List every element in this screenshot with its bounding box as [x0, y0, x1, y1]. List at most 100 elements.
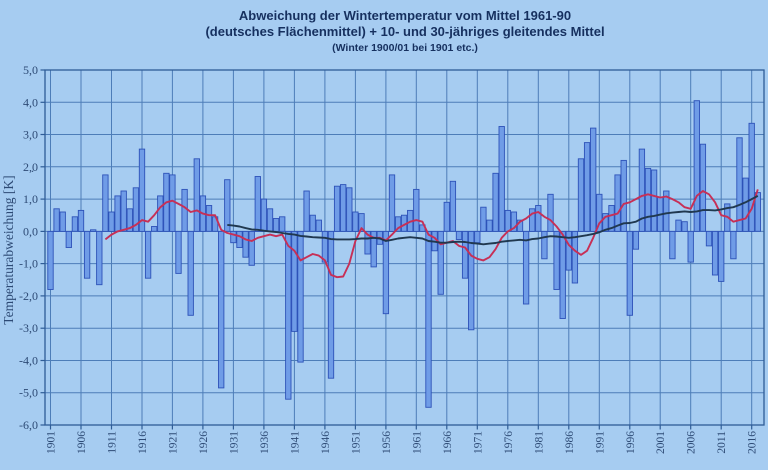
temperature-bar: [705, 230, 713, 247]
temperature-bar: [47, 230, 54, 290]
temperature-bar: [498, 126, 505, 232]
x-tick-label: 1951: [350, 431, 362, 454]
temperature-bar: [169, 174, 176, 232]
temperature-bar: [260, 198, 268, 232]
temperature-bar: [455, 230, 463, 240]
temperature-bar: [327, 230, 335, 379]
temperature-bar: [547, 193, 554, 232]
plot-area: 5,0 4,0 3,0 2,0 1,0 0,0 -1,0 -2,0 -3,0 -4,0 -5,0 -6…: [19, 63, 765, 454]
x-tick-label: 1986: [564, 431, 576, 454]
x-tick-label: 2011: [716, 431, 728, 454]
temperature-bar: [571, 230, 579, 284]
temperature-bar: [663, 190, 670, 232]
x-tick-label: 1976: [503, 431, 515, 454]
temperature-bar: [754, 192, 761, 232]
temperature-bar: [449, 180, 457, 232]
temperature-bar: [492, 172, 499, 232]
temperature-bar: [650, 169, 658, 232]
temperature-bar: [175, 230, 182, 274]
temperature-bar: [157, 195, 164, 232]
temperature-bar: [224, 179, 231, 232]
x-tick-label: 1946: [320, 431, 332, 454]
temperature-bar: [614, 174, 621, 232]
x-tick-label: 1941: [289, 431, 301, 454]
temperature-bar: [699, 143, 707, 232]
temperature-bar: [504, 209, 511, 232]
x-tick-label: 2006: [686, 431, 698, 454]
temperature-bar: [77, 209, 85, 232]
temperature-bar: [468, 230, 475, 331]
temperature-bar: [602, 213, 609, 232]
temperature-bar: [529, 208, 536, 232]
y-axis-stray-dot: .: [31, 161, 34, 175]
temperature-bar: [425, 230, 432, 408]
temperature-bar: [644, 167, 652, 232]
temperature-bar: [535, 205, 542, 232]
x-tick-label: 1916: [137, 431, 149, 454]
y-tick-label: 3,0: [23, 128, 38, 142]
y-tick-label: -1,0: [19, 257, 38, 271]
chart-title-line3: (Winter 1900/01 bei 1901 etc.): [332, 42, 478, 54]
temperature-bar: [138, 148, 146, 232]
temperature-bar: [242, 230, 249, 258]
y-tick-label: 2,0: [23, 160, 38, 174]
temperature-bar: [114, 195, 121, 232]
x-tick-label: 1956: [381, 431, 393, 454]
temperature-bar: [559, 230, 566, 319]
temperature-bar: [590, 127, 597, 232]
temperature-bar: [102, 174, 109, 232]
temperature-bar: [358, 213, 365, 232]
x-tick-label: 1991: [594, 431, 606, 454]
x-tick-label: 2001: [655, 431, 667, 454]
temperature-bar: [486, 219, 493, 232]
x-tick-label: 1936: [259, 431, 271, 454]
temperature-bar: [687, 230, 694, 263]
temperature-bar: [90, 229, 97, 232]
temperature-bar: [151, 226, 158, 232]
temperature-bar: [315, 219, 322, 232]
temperature-bar: [693, 100, 700, 232]
temperature-bar: [632, 230, 640, 250]
temperature-bar: [65, 230, 72, 248]
y-tick-label: 5,0: [23, 63, 38, 77]
temperature-bar: [388, 174, 396, 232]
x-tick-label: 1901: [46, 431, 58, 454]
temperature-bar: [620, 159, 627, 232]
temperature-bar: [748, 122, 755, 232]
temperature-bar: [193, 158, 200, 232]
temperature-bar: [461, 230, 469, 279]
temperature-bar: [638, 148, 646, 232]
temperature-bar: [681, 221, 688, 232]
temperature-bar: [736, 137, 743, 232]
x-tick-label: 1921: [167, 431, 179, 454]
temperature-bar: [297, 230, 304, 363]
x-tick-label: 1961: [411, 431, 423, 454]
y-axis-title: Temperaturabweichung [K]: [1, 175, 16, 324]
y-tick-label: -5,0: [19, 386, 38, 400]
temperature-bar: [291, 230, 298, 332]
temperature-bar: [303, 190, 310, 232]
y-tick-label: -2,0: [19, 289, 38, 303]
y-tick-label: -6,0: [19, 418, 38, 432]
temperature-bar: [248, 230, 255, 266]
temperature-bar: [718, 230, 725, 282]
temperature-bar: [711, 230, 719, 276]
temperature-bar: [346, 187, 353, 232]
x-tick-label: 1981: [533, 431, 545, 454]
temperature-bar: [443, 201, 450, 232]
temperature-bar: [71, 216, 79, 232]
temperature-bar: [218, 230, 225, 389]
temperature-bar: [266, 208, 274, 232]
temperature-bar: [352, 211, 359, 232]
temperature-bar: [120, 190, 127, 232]
temperature-bar: [510, 211, 518, 232]
x-tick-label: 1971: [472, 431, 484, 454]
ma30-line: [227, 195, 759, 246]
temperature-bar: [53, 208, 60, 232]
temperature-bar: [321, 230, 329, 263]
temperature-bar: [675, 219, 682, 232]
y-tick-label: -4,0: [19, 354, 38, 368]
temperature-bar: [742, 177, 749, 232]
temperature-bar: [626, 230, 633, 316]
